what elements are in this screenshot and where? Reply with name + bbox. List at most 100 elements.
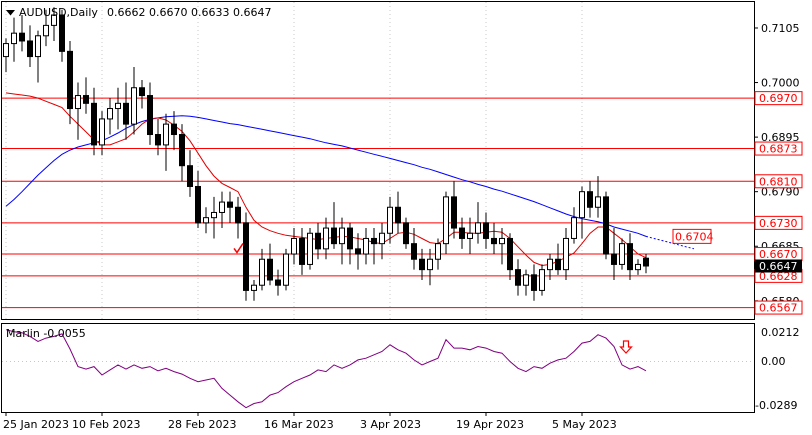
candle[interactable] xyxy=(347,222,353,265)
candle-body-up xyxy=(547,258,553,271)
symbol-label: AUDUSD,Daily xyxy=(19,6,98,19)
candle[interactable] xyxy=(595,176,601,218)
candle[interactable] xyxy=(275,269,281,296)
candle[interactable] xyxy=(403,217,409,249)
candle[interactable] xyxy=(67,40,73,125)
candle[interactable] xyxy=(147,82,153,145)
candle[interactable] xyxy=(443,191,449,255)
candle[interactable] xyxy=(339,217,345,265)
candle[interactable] xyxy=(459,217,465,249)
candle[interactable] xyxy=(563,228,569,281)
candle[interactable] xyxy=(515,259,521,296)
level-label: 0.6628 xyxy=(759,270,798,283)
candle[interactable] xyxy=(467,217,473,255)
candle[interactable] xyxy=(123,82,129,140)
candle-body-up xyxy=(539,269,545,291)
main-chart-panel[interactable] xyxy=(1,1,755,320)
candle[interactable] xyxy=(243,212,249,301)
dropdown-triangle-icon[interactable] xyxy=(6,10,15,16)
candle[interactable] xyxy=(171,111,177,151)
candle[interactable] xyxy=(179,124,185,182)
candle[interactable] xyxy=(363,228,369,265)
candle[interactable] xyxy=(435,238,441,270)
candle-body-up xyxy=(523,274,529,286)
candle[interactable] xyxy=(195,170,201,229)
candle[interactable] xyxy=(603,191,609,260)
candle[interactable] xyxy=(331,202,337,249)
candle[interactable] xyxy=(227,191,233,223)
candle-body-up xyxy=(339,227,345,245)
level-label: 0.6810 xyxy=(759,175,798,188)
candle[interactable] xyxy=(539,264,545,296)
candle[interactable] xyxy=(99,111,105,156)
candle[interactable] xyxy=(155,118,161,156)
candle[interactable] xyxy=(491,222,497,255)
candle[interactable] xyxy=(291,228,297,265)
candle[interactable] xyxy=(59,9,65,62)
candle[interactable] xyxy=(387,196,393,244)
candle[interactable] xyxy=(35,30,41,83)
candle[interactable] xyxy=(547,254,553,281)
candle[interactable] xyxy=(627,233,633,281)
candle[interactable] xyxy=(323,217,329,260)
candle-body-down xyxy=(331,227,337,245)
candle[interactable] xyxy=(643,254,649,274)
candle[interactable] xyxy=(163,113,169,171)
candle[interactable] xyxy=(635,259,641,275)
candle-body-up xyxy=(635,263,641,271)
candle[interactable] xyxy=(203,207,209,234)
candle[interactable] xyxy=(267,243,273,286)
candle[interactable] xyxy=(299,228,305,275)
candle[interactable] xyxy=(587,181,593,218)
indicator-panel[interactable] xyxy=(1,323,755,413)
candle-body-down xyxy=(411,243,417,260)
candle[interactable] xyxy=(619,238,625,270)
candle[interactable] xyxy=(483,212,489,249)
candle[interactable] xyxy=(107,98,113,135)
candle[interactable] xyxy=(51,7,57,41)
time-tick-label: 28 Feb 2023 xyxy=(168,418,236,431)
candle[interactable] xyxy=(411,228,417,270)
candle[interactable] xyxy=(211,196,217,239)
candle[interactable] xyxy=(475,202,481,244)
candle[interactable] xyxy=(555,243,561,275)
candle[interactable] xyxy=(219,191,225,229)
candle[interactable] xyxy=(355,233,361,270)
candle[interactable] xyxy=(579,186,585,239)
candle[interactable] xyxy=(371,228,377,265)
candle[interactable] xyxy=(251,280,257,301)
candlesticks[interactable] xyxy=(3,7,649,301)
candle-body-up xyxy=(427,258,433,271)
candle[interactable] xyxy=(283,248,289,291)
candle[interactable] xyxy=(3,38,9,73)
candle[interactable] xyxy=(115,87,121,130)
candle[interactable] xyxy=(507,233,513,281)
candle[interactable] xyxy=(395,191,401,234)
candle[interactable] xyxy=(131,66,137,135)
candle[interactable] xyxy=(27,25,33,67)
candle[interactable] xyxy=(91,87,97,156)
candle[interactable] xyxy=(451,181,457,239)
candle[interactable] xyxy=(523,269,529,296)
candle[interactable] xyxy=(43,9,49,47)
candle[interactable] xyxy=(307,228,313,270)
candle[interactable] xyxy=(419,248,425,281)
candle[interactable] xyxy=(187,150,193,197)
candle[interactable] xyxy=(315,222,321,260)
candle[interactable] xyxy=(531,264,537,301)
candle[interactable] xyxy=(83,77,89,114)
candle[interactable] xyxy=(379,222,385,260)
candle[interactable] xyxy=(259,248,265,291)
level-label: 0.6670 xyxy=(759,248,798,261)
candle[interactable] xyxy=(235,196,241,239)
candle[interactable] xyxy=(499,228,505,265)
candle[interactable] xyxy=(139,79,145,109)
candle[interactable] xyxy=(11,17,17,62)
candle-body-down xyxy=(195,185,201,224)
candle[interactable] xyxy=(427,248,433,286)
candle[interactable] xyxy=(571,207,577,244)
candle[interactable] xyxy=(611,228,617,281)
candle[interactable] xyxy=(75,82,81,140)
candle[interactable] xyxy=(19,14,25,52)
